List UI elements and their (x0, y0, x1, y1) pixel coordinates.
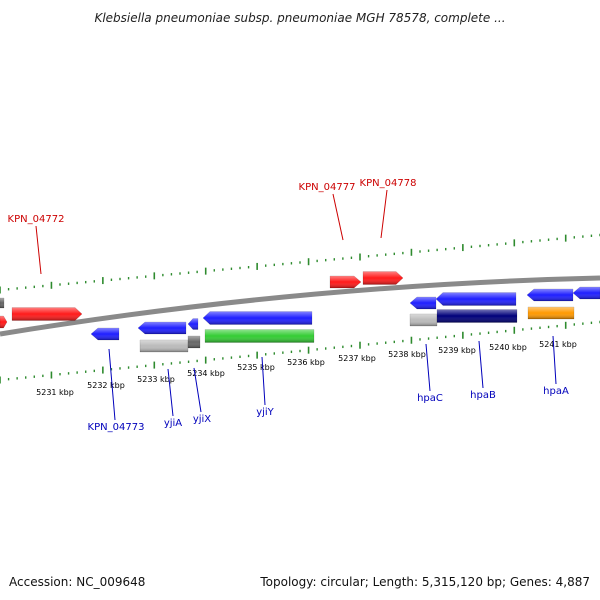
label-leader-line (552, 335, 557, 385)
gene-label-top[interactable]: KPN_04772 (8, 214, 65, 225)
label-leader-line (108, 348, 116, 421)
gene-arrow[interactable] (187, 318, 199, 330)
ruler-tick-labels: 5231 kbp 5232 kbp 5233 kbp 5234 kbp 5235 kbp… (36, 340, 577, 397)
genome-backbone (0, 275, 600, 337)
label-leader-line (332, 193, 344, 241)
map-title: Klebsiella pneumoniae subsp. pneumoniae … (94, 11, 505, 25)
ruler-tick-label: 5232 kbp (87, 381, 125, 390)
ruler-tick-label: 5234 kbp (187, 369, 225, 378)
gene-arrow[interactable] (435, 292, 517, 306)
gene-arrow[interactable] (526, 288, 574, 302)
ruler-tick-label: 5241 kbp (539, 340, 577, 349)
ruler-tick-label: 5235 kbp (237, 363, 275, 372)
gene-label-leaders (35, 189, 557, 421)
genome-summary-text: Topology: circular; Length: 5,315,120 bp… (259, 575, 590, 589)
ruler-tick-label: 5233 kbp (137, 375, 175, 384)
ruler-tick-label: 5238 kbp (388, 350, 426, 359)
gene-label-top[interactable]: KPN_04778 (360, 178, 417, 189)
gene-label-bottom[interactable]: hpaB (470, 390, 496, 401)
label-leader-line (380, 189, 388, 239)
gene-label-bottom[interactable]: yjiY (256, 407, 274, 418)
gene-labels: KPN_04772 KPN_04777 KPN_04778 KPN_04773 yjiA… (8, 178, 569, 433)
label-leader-line (35, 225, 42, 275)
gene-arrow[interactable] (0, 315, 8, 329)
gene-arrow[interactable] (572, 286, 600, 300)
label-leader-line (167, 368, 174, 417)
gene-block[interactable] (204, 329, 315, 343)
gene-label-bottom[interactable]: hpaA (543, 386, 569, 397)
label-leader-line (425, 343, 431, 392)
gene-arrow[interactable] (362, 271, 404, 285)
gene-arrow[interactable] (137, 321, 187, 335)
gene-block[interactable] (409, 313, 438, 327)
label-leader-line (261, 356, 266, 406)
label-leader-line (478, 340, 484, 389)
top-ruler (0, 233, 600, 294)
label-leader-line (193, 367, 202, 413)
reverse-strand-genes (90, 286, 600, 353)
gene-label-bottom[interactable]: hpaC (417, 393, 443, 404)
gene-block[interactable] (436, 309, 518, 323)
gene-block[interactable] (187, 335, 201, 349)
gene-label-bottom[interactable]: KPN_04773 (88, 422, 145, 433)
gene-arrow[interactable] (329, 275, 362, 289)
gene-label-top[interactable]: KPN_04777 (299, 182, 356, 193)
gene-arrow[interactable] (11, 307, 83, 321)
gene-arrow[interactable] (90, 327, 120, 341)
ruler-tick-label: 5236 kbp (287, 358, 325, 367)
bottom-ruler (0, 320, 600, 384)
gene-arrow[interactable] (409, 296, 437, 310)
gene-block[interactable] (527, 306, 575, 320)
accession-text: Accession: NC_009648 (9, 575, 145, 589)
ruler-tick-label: 5239 kbp (438, 346, 476, 355)
ruler-tick-label: 5237 kbp (338, 354, 376, 363)
gene-arrow[interactable] (202, 311, 313, 325)
forward-strand-genes (0, 271, 404, 329)
gene-label-bottom[interactable]: yjiA (164, 418, 182, 429)
gene-arrow[interactable] (0, 297, 5, 309)
ruler-tick-label: 5231 kbp (36, 388, 74, 397)
ruler-tick-label: 5240 kbp (489, 343, 527, 352)
gene-block[interactable] (139, 339, 189, 353)
gene-label-bottom[interactable]: yjiX (193, 414, 211, 425)
